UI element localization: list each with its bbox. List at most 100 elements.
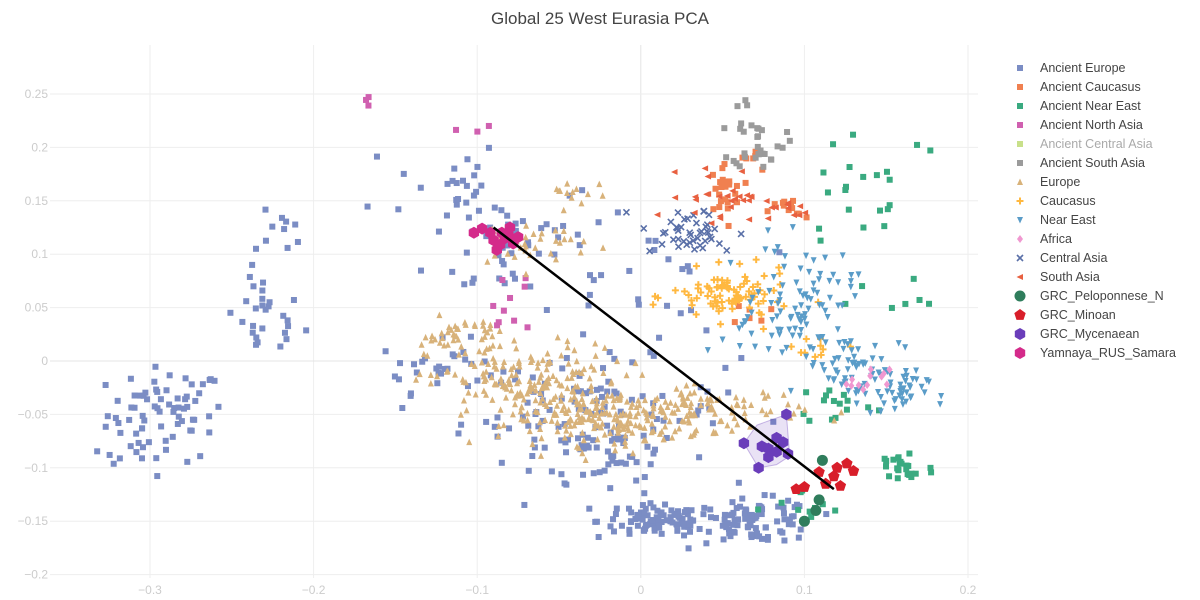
point xyxy=(841,375,848,382)
point xyxy=(650,450,657,457)
point xyxy=(835,279,842,286)
point xyxy=(692,310,700,318)
point xyxy=(478,359,485,366)
point xyxy=(571,393,578,400)
point xyxy=(694,284,702,292)
point xyxy=(563,427,570,434)
point xyxy=(798,515,810,527)
point xyxy=(579,187,586,194)
point xyxy=(902,367,909,375)
point xyxy=(624,398,631,405)
legend-symbol xyxy=(1017,83,1023,90)
point xyxy=(723,154,730,161)
legend-item[interactable]: Ancient Near East xyxy=(1010,96,1176,115)
point xyxy=(187,427,194,434)
point xyxy=(758,511,765,518)
point xyxy=(641,396,648,404)
point xyxy=(906,450,913,457)
point xyxy=(688,307,695,314)
point xyxy=(632,421,639,429)
point xyxy=(769,492,776,499)
point xyxy=(750,289,758,297)
point xyxy=(759,325,767,333)
point xyxy=(127,375,134,382)
point xyxy=(742,179,749,186)
point xyxy=(455,196,462,203)
point xyxy=(887,371,894,378)
legend-item[interactable]: Ancient South Asia xyxy=(1010,153,1176,172)
point xyxy=(642,505,649,512)
legend-item[interactable]: Central Asia xyxy=(1010,248,1176,267)
point xyxy=(546,398,553,406)
point xyxy=(480,387,487,394)
point xyxy=(171,405,178,412)
point xyxy=(629,359,636,366)
point xyxy=(548,468,555,475)
legend-item[interactable]: Ancient Caucasus xyxy=(1010,77,1176,96)
legend-symbol xyxy=(1014,327,1026,340)
point xyxy=(507,294,514,301)
point xyxy=(536,418,543,426)
point xyxy=(281,329,288,336)
legend-item[interactable]: Africa xyxy=(1010,229,1176,248)
point xyxy=(589,397,596,405)
point xyxy=(499,277,506,284)
legend-item[interactable]: GRC_Peloponnese_N xyxy=(1010,286,1176,305)
point xyxy=(413,369,420,376)
point xyxy=(635,301,642,308)
legend-item[interactable]: GRC_Minoan xyxy=(1010,305,1176,324)
series-africa xyxy=(843,365,893,394)
legend-item[interactable]: South Asia xyxy=(1010,267,1176,286)
legend-item[interactable]: Europe xyxy=(1010,172,1176,191)
point xyxy=(436,311,443,319)
point xyxy=(808,513,815,520)
point xyxy=(658,518,665,525)
point xyxy=(859,359,866,366)
point xyxy=(574,410,581,417)
point xyxy=(1014,327,1026,340)
point xyxy=(792,305,799,313)
point xyxy=(608,437,615,444)
chart-title: Global 25 West Eurasia PCA xyxy=(491,9,709,28)
point xyxy=(644,512,651,519)
series-ancient-caucasus xyxy=(709,147,810,326)
point xyxy=(153,386,160,393)
legend-item[interactable]: Caucasus xyxy=(1010,191,1176,210)
point xyxy=(144,396,151,403)
point xyxy=(674,235,682,243)
point xyxy=(735,303,742,310)
x-tick-label: 0.1 xyxy=(796,583,813,597)
point xyxy=(730,157,737,164)
point xyxy=(259,302,266,309)
legend-item[interactable]: Ancient North Asia xyxy=(1010,115,1176,134)
legend-item[interactable]: Near East xyxy=(1010,210,1176,229)
legend-item[interactable]: Yamnaya_RUS_Samara xyxy=(1010,343,1176,362)
point xyxy=(541,444,548,451)
legend-item[interactable]: Ancient Central Asia xyxy=(1010,134,1176,153)
point xyxy=(737,294,745,302)
point xyxy=(285,323,292,330)
point xyxy=(663,517,670,524)
point xyxy=(191,416,198,423)
point xyxy=(623,371,630,379)
point xyxy=(681,532,688,539)
point xyxy=(853,364,860,371)
point xyxy=(471,172,478,179)
point xyxy=(880,400,887,407)
point xyxy=(878,356,885,363)
legend-symbol xyxy=(1017,178,1023,185)
point xyxy=(588,382,595,389)
point xyxy=(579,429,586,436)
point xyxy=(612,446,619,454)
point xyxy=(679,266,686,273)
point xyxy=(787,387,794,395)
legend-item[interactable]: Ancient Europe xyxy=(1010,58,1176,77)
point xyxy=(817,342,825,350)
legend-item[interactable]: GRC_Mycenaean xyxy=(1010,324,1176,343)
point xyxy=(116,455,123,462)
point xyxy=(593,386,600,393)
point xyxy=(614,357,621,365)
point xyxy=(660,435,667,443)
point xyxy=(584,190,591,198)
